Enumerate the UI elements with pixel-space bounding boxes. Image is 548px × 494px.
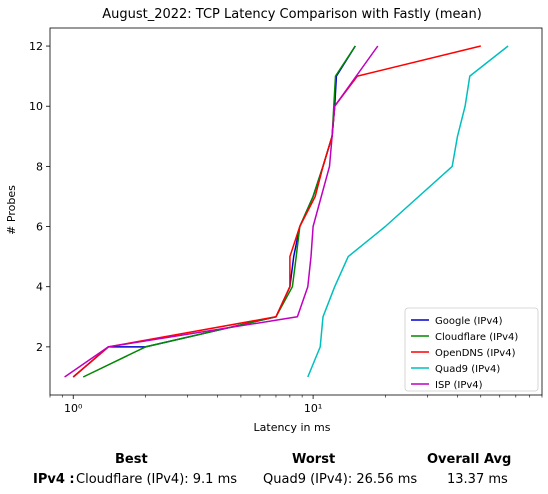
legend-label: Google (IPv4) bbox=[435, 316, 503, 327]
y-tick-label: 8 bbox=[36, 160, 43, 173]
chart-title: August_2022: TCP Latency Comparison with… bbox=[102, 7, 482, 22]
best-value: Cloudflare (IPv4): 9.1 ms bbox=[76, 472, 238, 487]
overall-avg-value: 13.37 ms bbox=[447, 472, 508, 487]
y-tick-label: 2 bbox=[36, 341, 43, 354]
plot-area: 2 4 6 8 10 12 10⁰ 10¹ bbox=[29, 27, 543, 415]
y-axis-label: # Probes bbox=[5, 185, 18, 235]
worst-value: Quad9 (IPv4): 26.56 ms bbox=[263, 472, 418, 487]
latency-chart: August_2022: TCP Latency Comparison with… bbox=[5, 7, 543, 434]
legend-box bbox=[404, 307, 539, 392]
series-line-5 bbox=[64, 45, 379, 378]
x-axis-label: Latency in ms bbox=[254, 421, 331, 434]
overall-avg-header: Overall Avg bbox=[427, 452, 512, 467]
ipv4-row-label: IPv4 : bbox=[33, 472, 75, 487]
legend: Google (IPv4) Cloudflare (IPv4) OpenDNS (I… bbox=[404, 307, 539, 392]
y-tick-label: 4 bbox=[36, 281, 43, 294]
x-tick-label: 10¹ bbox=[304, 402, 322, 415]
legend-label: Quad9 (IPv4) bbox=[435, 364, 500, 375]
y-tick-label: 6 bbox=[36, 221, 43, 234]
y-tick-label: 10 bbox=[29, 100, 43, 113]
legend-label: OpenDNS (IPv4) bbox=[435, 348, 516, 359]
x-tick-label: 10⁰ bbox=[64, 402, 83, 415]
y-tick-label: 12 bbox=[29, 40, 43, 53]
plot-frame bbox=[49, 27, 543, 396]
legend-label: Cloudflare (IPv4) bbox=[435, 332, 518, 343]
worst-header: Worst bbox=[292, 452, 336, 467]
series-line-4 bbox=[307, 45, 509, 378]
legend-label: ISP (IPv4) bbox=[435, 380, 483, 391]
series-line-2 bbox=[82, 45, 356, 378]
best-header: Best bbox=[115, 452, 148, 467]
